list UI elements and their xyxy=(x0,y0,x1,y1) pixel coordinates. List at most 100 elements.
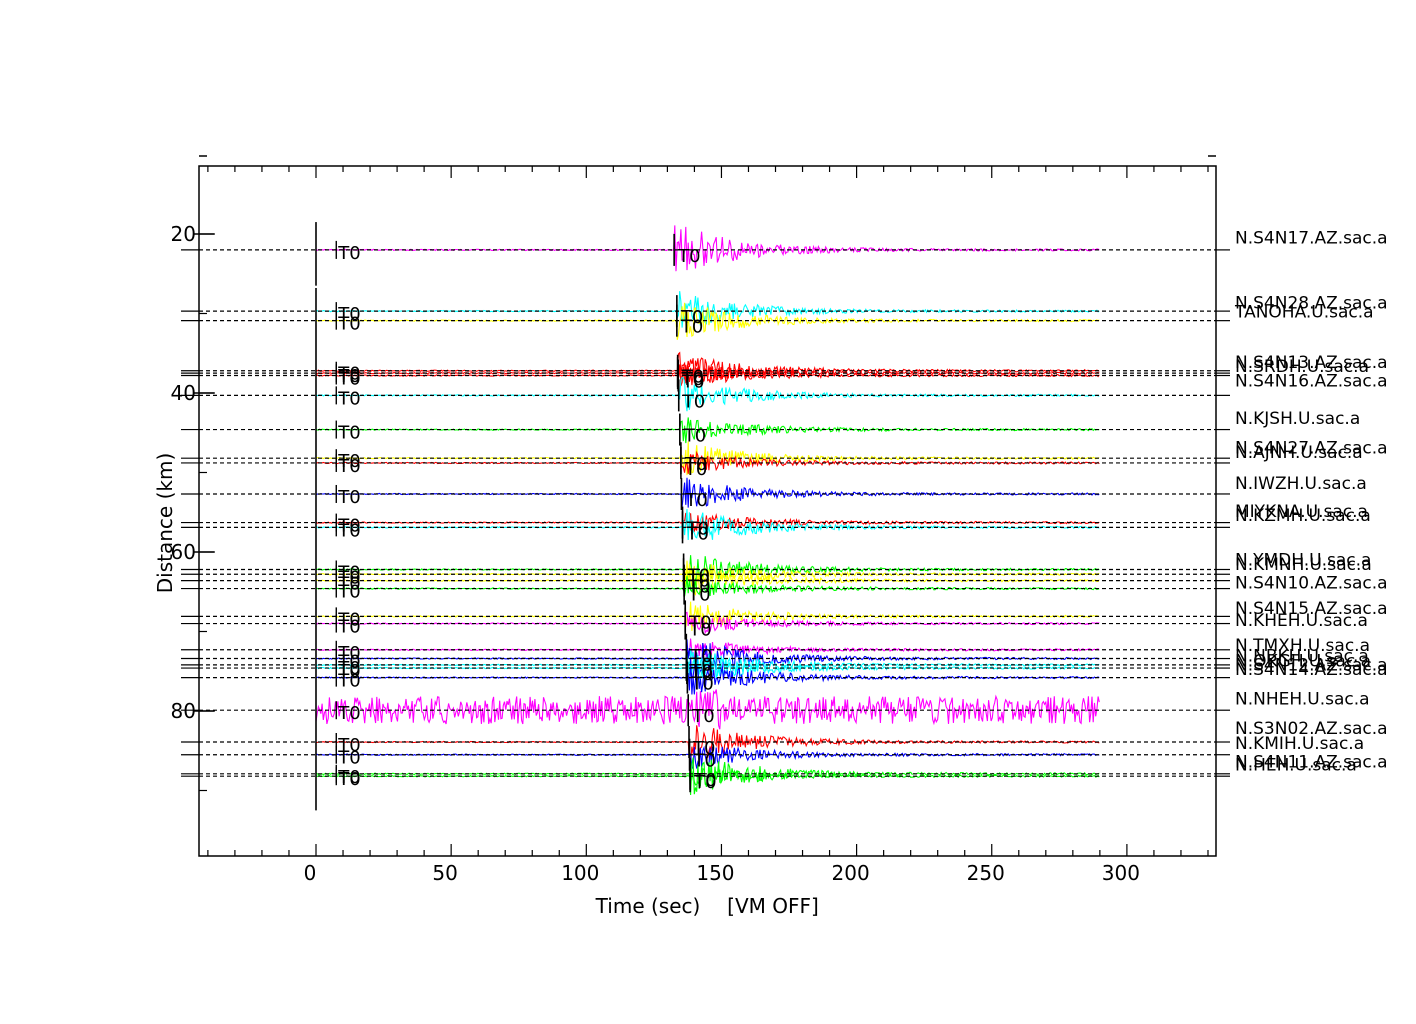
start-pick-label: T0 xyxy=(337,487,360,508)
start-pick-label: T0 xyxy=(337,658,360,679)
station-label: N.S4N16.AZ.sac.a xyxy=(1235,371,1388,391)
start-pick-label: T0 xyxy=(337,423,360,444)
y-axis-label: Distance (km) xyxy=(153,453,177,593)
start-pick-label: T0 xyxy=(337,574,360,595)
station-label: N.YMDH.U.sac.a xyxy=(1235,550,1371,570)
start-pick-label: T0 xyxy=(337,748,360,769)
pick-label: T0 xyxy=(681,372,704,393)
x-axis-label: Time (sec) xyxy=(595,894,701,918)
station-label: N.NHEH.U.sac.a xyxy=(1235,689,1370,709)
trace-line xyxy=(315,689,1100,730)
station-label: TANOHA.U.sac.a xyxy=(1234,302,1374,322)
pick-label: T0 xyxy=(693,772,716,793)
y-tick-label: 80 xyxy=(171,699,196,723)
start-pick-label: T0 xyxy=(337,451,360,472)
distance-reference-lines xyxy=(199,249,1216,777)
station-label: N.KMNH.U.sac.a xyxy=(1235,555,1372,575)
station-label: N.S4N17.AZ.sac.a xyxy=(1235,228,1388,248)
station-label: N.KJSH.U.sac.a xyxy=(1235,409,1360,429)
pick-label: T0 xyxy=(688,612,711,633)
start-pick-label: T0 xyxy=(337,767,360,788)
pick-label: T0 xyxy=(690,674,713,695)
station-label: N.NBKH.U.sac.a xyxy=(1235,647,1369,667)
pick-label: T0 xyxy=(689,661,712,682)
start-pick-label: T0 xyxy=(337,364,360,385)
pick-label: T0 xyxy=(681,367,704,388)
start-pick-label: T0 xyxy=(337,652,360,673)
station-label: N.S4N27.AZ.sac.a xyxy=(1235,438,1388,458)
station-label: N.KHEH.U.sac.a xyxy=(1235,611,1368,631)
x-tick-label: 250 xyxy=(967,861,1005,885)
start-pick-label: T0 xyxy=(337,520,360,541)
x-tick-label: 0 xyxy=(304,861,317,885)
pick-label: T0 xyxy=(687,585,710,606)
station-label: N.KMIH.U.sac.a xyxy=(1235,734,1364,754)
x-tick-label: 150 xyxy=(696,861,734,885)
station-labels: N.S4N17.AZ.sac.a N.S4N28.AZ.sac.aTANOHA.U… xyxy=(1234,228,1388,775)
pick-label: T0 xyxy=(687,570,710,591)
pick-label: T0 xyxy=(692,738,715,759)
x-tick-label: 100 xyxy=(561,861,599,885)
pick-label: T0 xyxy=(684,490,707,511)
pick-label: T0 xyxy=(684,454,707,475)
pick-label: T0 xyxy=(682,391,705,412)
station-label: N.SRDH.U.sac.a xyxy=(1235,357,1369,377)
pick-label: T0 xyxy=(689,655,712,676)
station-label: N.OKGH.U.sac.a xyxy=(1235,651,1371,671)
station-label: MIYKNA.U.sac.a xyxy=(1235,502,1368,522)
start-pick-label: T0 xyxy=(337,643,360,664)
station-label: N.S4N14.AZ.sac.a xyxy=(1235,660,1388,680)
station-label: N.S4N28.AZ.sac.a xyxy=(1235,294,1388,314)
start-pick-label: T0 xyxy=(337,582,360,603)
station-label: N.S4N11.AZ.sac.a xyxy=(1235,752,1388,772)
pick-label: T0 xyxy=(689,646,712,667)
start-pick-label: T0 xyxy=(337,314,360,335)
station-label: N.S4N13.AZ.sac.a xyxy=(1235,353,1388,373)
y-tick-label: 60 xyxy=(171,540,196,564)
start-pick-label: T0 xyxy=(337,456,360,477)
start-pick-label: T0 xyxy=(337,567,360,588)
station-label: N.S4N12.AZ.sac.a xyxy=(1235,655,1388,675)
x-axis-label-suffix: [VM OFF] xyxy=(727,894,819,918)
start-pick-label: T0 xyxy=(337,661,360,682)
start-pick-label: T0 xyxy=(337,703,360,724)
station-label: N.S4N15.AZ.sac.a xyxy=(1235,599,1388,619)
pick-label: T0 xyxy=(688,620,711,641)
station-label: N.S3N02.AZ.sac.a xyxy=(1235,719,1388,739)
start-pick-label: T0 xyxy=(337,769,360,790)
start-pick-label: T0 xyxy=(337,617,360,638)
x-tick-label: 50 xyxy=(432,861,457,885)
pick-label: T0 xyxy=(677,246,700,267)
start-pick-label: T0 xyxy=(337,609,360,630)
y-tick-label: 20 xyxy=(171,222,196,246)
start-pick-label: T0 xyxy=(337,516,360,537)
pick-label: T0 xyxy=(687,565,710,586)
pick-label: T0 xyxy=(686,523,709,544)
pick-label: T0 xyxy=(686,519,709,540)
x-tick-label: 200 xyxy=(832,861,870,885)
plot-frame xyxy=(198,165,1217,857)
start-pick-label: T0 xyxy=(337,388,360,409)
start-pick-label: T0 xyxy=(337,735,360,756)
axes-frame: 0 50 100 150 200 250 300 20 40 60 80 xyxy=(171,155,1230,885)
start-pick-label: T0 xyxy=(337,243,360,264)
station-label: N.S4N10.AZ.sac.a xyxy=(1235,573,1388,593)
start-pick-label: T0 xyxy=(337,366,360,387)
pick-label: T0 xyxy=(687,577,710,598)
pick-label: T0 xyxy=(681,369,704,390)
start-pick-label: T0 xyxy=(337,304,360,325)
y-tick-label: 40 xyxy=(171,381,196,405)
station-label: N.HEH.U.sac.a xyxy=(1235,755,1357,775)
start-pick-label: T0 xyxy=(337,562,360,583)
pick-label: T0 xyxy=(690,664,713,685)
pick-label: T0 xyxy=(680,317,703,338)
x-tick-label: 300 xyxy=(1102,861,1140,885)
start-pick-label: T0 xyxy=(337,671,360,692)
pick-label: T0 xyxy=(680,307,703,328)
pick-label: T0 xyxy=(684,459,707,480)
pick-label: T0 xyxy=(693,751,716,772)
pick-label: T0 xyxy=(693,770,716,791)
pick-label: T0 xyxy=(683,426,706,447)
pick-label: T0 xyxy=(691,706,714,727)
